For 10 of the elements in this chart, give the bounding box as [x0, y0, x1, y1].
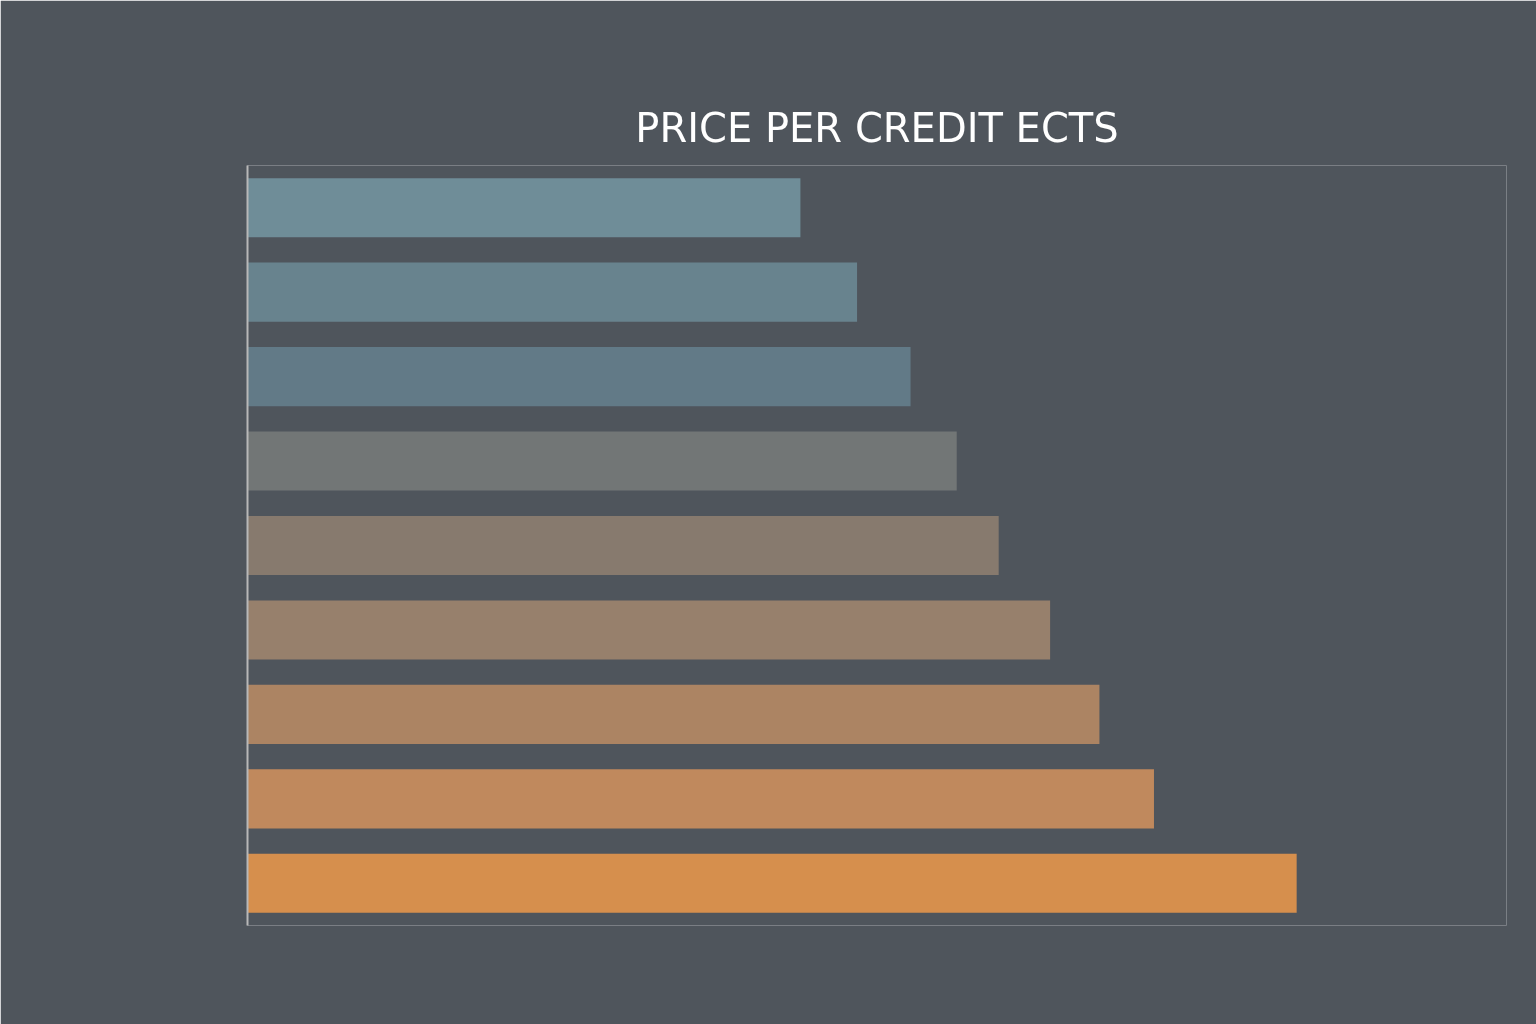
- bar: [247, 684, 1100, 744]
- bar: [247, 515, 999, 576]
- bar: [247, 600, 1051, 660]
- bar: [247, 431, 957, 491]
- bar: [247, 769, 1154, 829]
- chart-title: PRICE PER CREDIT ECTS: [635, 104, 1119, 151]
- bar: [247, 178, 801, 238]
- bar: [247, 262, 858, 322]
- bar: [247, 347, 911, 407]
- bar: [247, 853, 1297, 913]
